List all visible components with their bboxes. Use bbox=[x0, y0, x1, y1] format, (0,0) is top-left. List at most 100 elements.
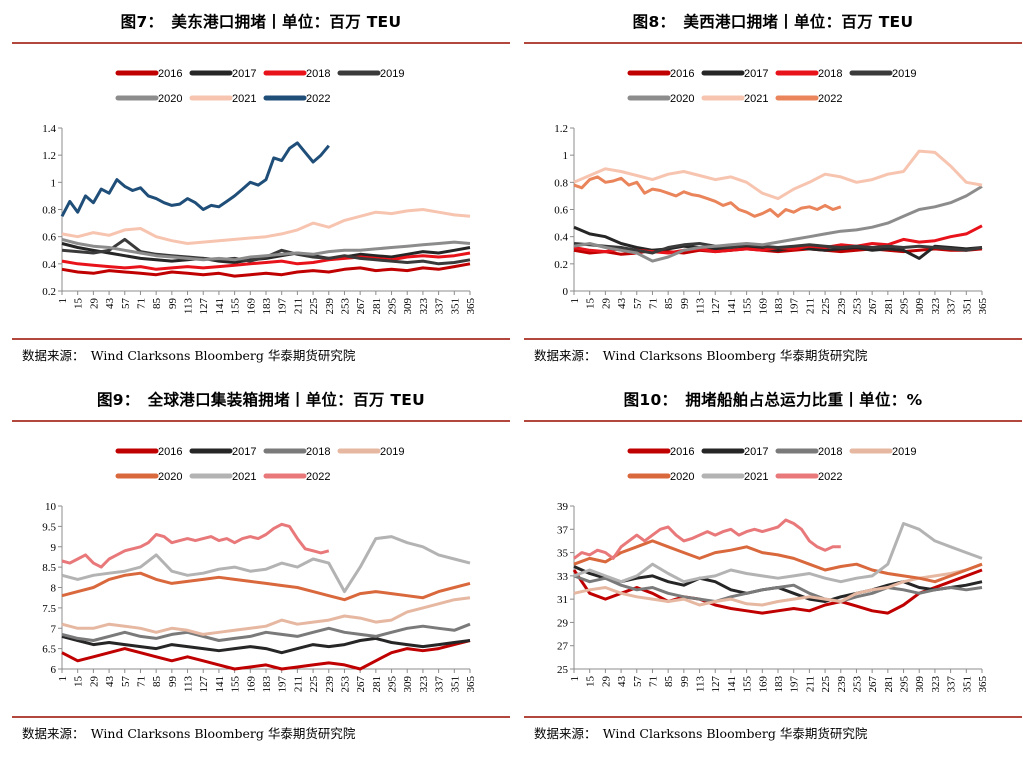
x-tick-label: 211 bbox=[292, 676, 304, 692]
x-tick-label: 141 bbox=[214, 298, 226, 315]
y-tick-label: 0.8 bbox=[42, 205, 56, 217]
source-text: Wind Clarksons Bloomberg 华泰期货研究院 bbox=[90, 726, 356, 741]
x-tick-label: 113 bbox=[183, 676, 195, 693]
legend-label-2017: 2017 bbox=[744, 68, 768, 80]
top-rule bbox=[524, 420, 1022, 422]
x-tick-label: 365 bbox=[977, 298, 989, 315]
x-tick-label: 309 bbox=[402, 298, 414, 315]
chart-panel-fig8: 图8： 美西港口拥堵丨单位：百万 TEU 0 0.2 0.4 0.6 0.8 1 1.2 1 1… bbox=[512, 0, 1022, 378]
x-tick-label: 71 bbox=[135, 676, 147, 687]
legend-label-2021: 2021 bbox=[744, 93, 768, 105]
source-label: 数据来源： bbox=[22, 726, 79, 741]
legend-label-2018: 2018 bbox=[306, 446, 330, 458]
legend-label-2016: 2016 bbox=[158, 68, 182, 80]
y-tick-label: 1.2 bbox=[42, 150, 56, 162]
legend-label-2020: 2020 bbox=[158, 93, 182, 105]
y-tick-label: 7.5 bbox=[42, 603, 56, 615]
chart-plot: 0.2 0.4 0.6 0.8 1 1.2 1.4 1 15 29 43 57 71 85 99 113 127… bbox=[42, 68, 477, 315]
bottom-rule bbox=[12, 716, 510, 718]
bottom-rule bbox=[12, 338, 510, 340]
x-tick-label: 295 bbox=[387, 298, 399, 315]
y-tick-label: 37 bbox=[557, 524, 569, 536]
legend-label-2022: 2022 bbox=[306, 93, 330, 105]
legend-label-2016: 2016 bbox=[670, 68, 694, 80]
x-tick-label: 253 bbox=[339, 676, 351, 693]
chart-title: 图7： 美东港口拥堵丨单位：百万 TEU bbox=[120, 13, 402, 31]
x-tick-label: 225 bbox=[308, 298, 320, 315]
x-tick-label: 85 bbox=[663, 676, 675, 688]
series-line-2020 bbox=[573, 185, 983, 263]
x-tick-label: 309 bbox=[402, 676, 414, 693]
source-label: 数据来源： bbox=[22, 348, 79, 363]
x-tick-label: 29 bbox=[88, 676, 100, 688]
y-tick-label: 31 bbox=[557, 594, 568, 606]
x-tick-label: 253 bbox=[339, 298, 351, 315]
x-tick-label: 141 bbox=[726, 676, 738, 693]
x-tick-label: 29 bbox=[88, 298, 100, 310]
source-text: Wind Clarksons Bloomberg 华泰期货研究院 bbox=[90, 348, 356, 363]
x-tick-label: 225 bbox=[820, 298, 832, 315]
x-tick-label: 183 bbox=[261, 676, 273, 693]
legend-label-2016: 2016 bbox=[670, 446, 694, 458]
legend-label-2022: 2022 bbox=[818, 471, 842, 483]
x-tick-label: 281 bbox=[371, 298, 383, 315]
x-tick-label: 323 bbox=[418, 676, 430, 693]
source-label: 数据来源： bbox=[534, 726, 591, 741]
y-tick-label: 9 bbox=[51, 542, 57, 554]
x-tick-label: 141 bbox=[214, 676, 226, 693]
source-text: Wind Clarksons Bloomberg 华泰期货研究院 bbox=[602, 348, 868, 363]
x-tick-label: 85 bbox=[151, 676, 163, 688]
series-line-2021 bbox=[61, 208, 471, 245]
legend-label-2022: 2022 bbox=[818, 93, 842, 105]
x-tick-label: 169 bbox=[245, 298, 257, 315]
y-tick-label: 8 bbox=[51, 583, 57, 595]
series-line-2021 bbox=[573, 149, 983, 201]
source-note: 数据来源： Wind Clarksons Bloomberg 华泰期货研究院 bbox=[534, 345, 867, 364]
x-tick-label: 281 bbox=[883, 298, 895, 315]
x-tick-label: 239 bbox=[836, 676, 848, 693]
series-line-2018 bbox=[61, 622, 471, 642]
series-line-2022 bbox=[573, 518, 841, 560]
x-tick-label: 211 bbox=[804, 676, 816, 692]
y-tick-label: 29 bbox=[557, 617, 569, 629]
x-tick-label: 337 bbox=[946, 298, 958, 315]
x-tick-label: 239 bbox=[324, 676, 336, 693]
x-tick-label: 225 bbox=[308, 676, 320, 693]
x-tick-label: 155 bbox=[230, 676, 242, 693]
x-tick-label: 295 bbox=[387, 676, 399, 693]
chart-panel-fig9: 图9： 全球港口集装箱拥堵丨单位：百万 TEU 6 6.5 7 7.5 8 8.5 9 9.5… bbox=[0, 378, 510, 756]
y-tick-label: 6 bbox=[51, 664, 57, 676]
x-tick-label: 253 bbox=[851, 676, 863, 693]
x-tick-label: 197 bbox=[789, 676, 801, 693]
y-tick-label: 9.5 bbox=[42, 521, 56, 533]
series-line-2022 bbox=[573, 175, 842, 218]
x-tick-label: 57 bbox=[120, 676, 132, 688]
top-rule bbox=[12, 420, 510, 422]
source-label: 数据来源： bbox=[534, 348, 591, 363]
y-tick-label: 1 bbox=[51, 177, 57, 189]
series-line-2021 bbox=[61, 535, 471, 594]
x-tick-label: 225 bbox=[820, 676, 832, 693]
y-tick-label: 35 bbox=[557, 548, 569, 560]
legend-label-2019: 2019 bbox=[380, 68, 404, 80]
x-tick-label: 15 bbox=[73, 298, 85, 310]
x-tick-label: 351 bbox=[449, 298, 461, 315]
y-tick-label: 8.5 bbox=[42, 562, 56, 574]
series-line-2022 bbox=[61, 522, 330, 569]
y-tick-label: 0.4 bbox=[554, 232, 568, 244]
x-tick-label: 351 bbox=[961, 298, 973, 315]
source-text: Wind Clarksons Bloomberg 华泰期货研究院 bbox=[602, 726, 868, 741]
legend-label-2017: 2017 bbox=[744, 446, 768, 458]
y-tick-label: 33 bbox=[557, 571, 569, 583]
x-tick-label: 1 bbox=[57, 676, 69, 682]
x-tick-label: 57 bbox=[632, 676, 644, 688]
x-tick-label: 15 bbox=[585, 298, 597, 310]
chart-title: 图10： 拥堵船舶占总运力比重丨单位：% bbox=[623, 391, 923, 409]
y-tick-label: 0.4 bbox=[42, 259, 56, 271]
legend-label-2019: 2019 bbox=[892, 446, 916, 458]
x-tick-label: 337 bbox=[434, 298, 446, 315]
x-tick-label: 1 bbox=[569, 676, 581, 682]
x-tick-label: 99 bbox=[167, 298, 179, 310]
x-tick-label: 155 bbox=[742, 676, 754, 693]
